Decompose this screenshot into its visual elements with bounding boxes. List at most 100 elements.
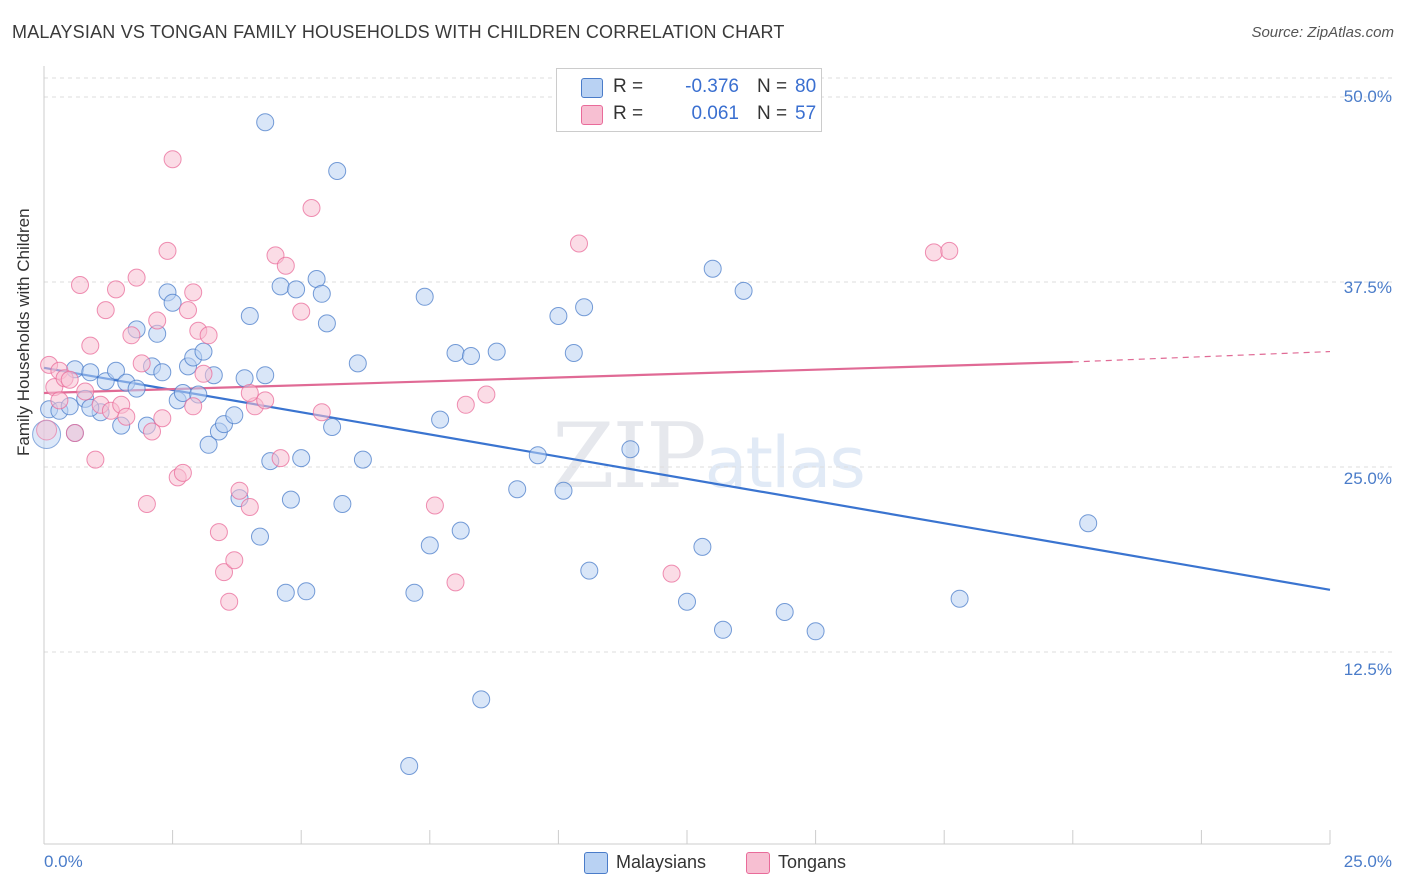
tongan-point — [76, 382, 95, 401]
tongan-point — [86, 450, 105, 469]
tongan-trend-line — [43, 360, 1073, 395]
watermark: ZIPatlas — [552, 404, 866, 509]
malaysian-point — [678, 592, 696, 611]
tongan-point — [148, 311, 167, 330]
tongan-point — [143, 422, 161, 441]
malaysian-point — [163, 293, 182, 312]
y-tick-label: 37.5% — [1343, 278, 1392, 297]
malaysian-point — [621, 440, 640, 459]
tongan-point — [158, 241, 177, 260]
legend-r-label: R = — [613, 103, 644, 124]
y-axis-label: Family Households with Children — [14, 208, 33, 456]
tongan-point — [230, 481, 249, 500]
malaysian-point — [714, 620, 732, 639]
tongan-point — [71, 276, 89, 294]
malaysian-point — [240, 307, 259, 325]
tongan-point — [446, 573, 465, 592]
malaysian-point — [194, 342, 213, 361]
malaysian-point — [528, 446, 547, 465]
malaysian-point — [333, 495, 352, 513]
malaysian-point — [276, 583, 295, 602]
legend-swatch-blue — [584, 852, 608, 874]
legend-n-label: N = — [757, 103, 788, 124]
tongan-point — [256, 391, 275, 410]
tongan-point — [570, 234, 588, 253]
malaysian-point — [225, 406, 244, 425]
malaysian-point — [81, 363, 100, 382]
malaysian-point — [775, 603, 794, 621]
malaysian-point — [348, 354, 367, 373]
malaysian-point — [287, 280, 306, 299]
malaysian-point — [317, 314, 336, 333]
legend-swatch-pink — [746, 852, 770, 874]
tongan-point — [940, 241, 959, 260]
legend-r-value: 0.061 — [691, 103, 739, 124]
tongan-point — [199, 326, 218, 345]
legend-r-value: -0.376 — [685, 76, 739, 97]
x-tick-label: 25.0% — [1343, 852, 1392, 871]
tongan-cluster-point — [36, 419, 58, 441]
malaysian-point — [405, 583, 424, 602]
tongan-point — [117, 407, 136, 426]
tongan-point — [127, 268, 146, 287]
legend-label-malaysians: Malaysians — [616, 852, 707, 872]
malaysian-point — [353, 450, 372, 469]
malaysian-point — [734, 281, 753, 300]
tongan-trend-extension — [1072, 350, 1331, 363]
tongan-point — [425, 496, 444, 515]
tongan-point — [209, 523, 228, 542]
malaysian-point — [431, 410, 450, 429]
malaysian-point — [292, 449, 311, 468]
tongan-point — [220, 592, 239, 611]
malaysian-point — [950, 589, 969, 608]
tongan-point — [302, 199, 321, 217]
malaysian-point — [420, 536, 439, 555]
malaysian-point — [575, 298, 594, 317]
tongan-point — [184, 397, 203, 416]
tongan-point — [153, 409, 172, 428]
malaysian-point — [199, 435, 218, 454]
tongan-point — [50, 391, 69, 410]
legend-swatch-blue — [581, 78, 603, 98]
malaysian-point — [554, 481, 573, 500]
tongan-point — [240, 384, 259, 402]
malaysian-point — [446, 344, 465, 362]
malaysian-point — [564, 344, 583, 362]
tongan-point — [477, 385, 496, 404]
y-tick-label: 25.0% — [1343, 469, 1392, 488]
malaysian-point — [251, 527, 269, 546]
malaysian-point — [256, 366, 275, 385]
tongan-point — [96, 301, 115, 320]
tongan-point — [276, 256, 295, 275]
malaysian-point — [107, 361, 125, 380]
y-tick-label: 12.5% — [1343, 660, 1392, 679]
malaysian-point — [256, 113, 275, 132]
tongan-point — [312, 403, 331, 422]
malaysian-point — [508, 480, 527, 499]
tongan-point — [81, 336, 100, 355]
malaysian-point — [415, 287, 434, 306]
malaysian-point — [580, 561, 599, 580]
malaysian-point — [703, 259, 722, 278]
x-tick-label: 0.0% — [44, 852, 83, 871]
malaysian-point — [153, 363, 172, 382]
malaysian-point — [328, 162, 347, 180]
tongan-point — [122, 326, 141, 345]
malaysian-point — [312, 284, 331, 303]
stats-legend: R = -0.376 N = 80 R = 0.061 N = 57 — [556, 68, 822, 132]
tongan-point — [184, 283, 203, 302]
tongan-point — [662, 564, 681, 583]
source-credit: Source: ZipAtlas.com — [1251, 24, 1394, 41]
legend-n-label: N = — [757, 76, 788, 97]
malaysian-point — [400, 757, 419, 775]
malaysian-point — [281, 490, 300, 509]
legend-swatch-pink — [581, 105, 603, 125]
tongan-point — [240, 498, 259, 516]
tongan-point — [179, 301, 197, 320]
chart-title: MALAYSIAN VS TONGAN FAMILY HOUSEHOLDS WI… — [12, 22, 785, 42]
tongan-point — [132, 354, 151, 373]
tongan-point — [137, 495, 156, 513]
malaysian-point — [693, 537, 712, 556]
legend-label-tongans: Tongans — [778, 852, 847, 872]
